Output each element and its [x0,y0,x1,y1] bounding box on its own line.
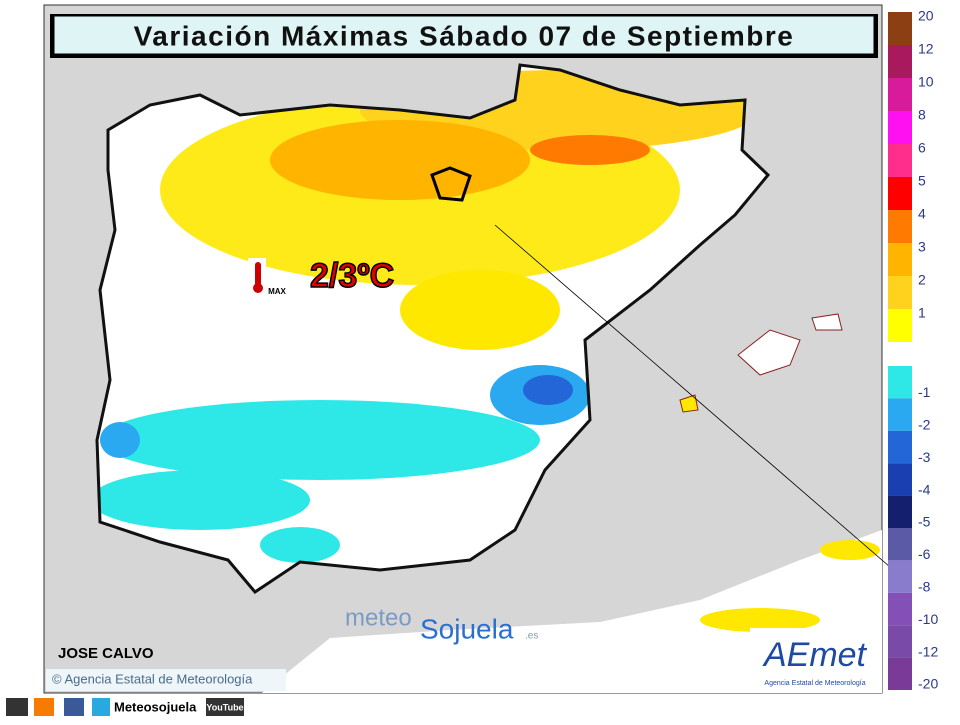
legend-swatch [888,430,912,464]
legend-label: 4 [918,206,926,222]
legend-swatch [888,45,912,78]
legend-label: 10 [918,74,934,90]
legend-label: 12 [918,41,934,57]
legend-label: 1 [918,305,926,321]
legend-swatch [888,657,912,690]
thermometer [255,262,261,286]
anomaly-patch [700,608,820,632]
watermark: Sojuela [420,613,514,644]
footer-handle[interactable]: Meteosojuela [114,699,197,714]
legend-swatch [888,463,912,496]
legend-swatch [888,144,912,177]
legend-label: 2 [918,272,926,288]
copyright: © Agencia Estatal de Meteorología [52,671,253,686]
anomaly-patch [820,540,880,560]
legend-label: -12 [918,643,938,659]
legend-label: -4 [918,481,931,497]
la-rioja [430,166,472,202]
watermark: .es [525,631,538,642]
watermark: meteo [345,604,412,631]
anomaly-field [97,70,760,563]
legend-swatch [888,111,912,144]
legend-swatch [888,398,912,431]
legend-label: 20 [918,8,934,24]
legend-label: 8 [918,107,926,123]
legend-label: 6 [918,140,926,156]
legend-swatch [888,276,912,309]
island [679,394,699,413]
youtube-icon[interactable] [206,698,244,716]
legend-label: -5 [918,514,931,530]
title: Variación Máximas Sábado 07 de Septiembr… [134,20,795,51]
legend-swatch [888,78,912,111]
logo-box [750,628,880,690]
legend-swatch [888,177,912,210]
blogger-icon[interactable] [34,698,54,716]
legend-label: -8 [918,579,931,595]
twitter-icon[interactable] [92,698,110,716]
title-box [53,15,875,55]
author: JOSE CALVO [58,645,154,662]
legend-swatch [888,495,912,528]
thermometer-bulb [253,283,263,293]
legend-swatch [888,210,912,243]
legend-label: -20 [918,676,938,692]
icon-label: MAX [268,287,286,296]
legend: 20 12 10 8 6 5 4 3 2 1 -1 -2 -3 -4 -5 -6 -8 -10 -12 -20 [888,8,938,692]
logo: AEmet [762,636,868,674]
legend-swatch [888,592,912,626]
legend-label: -6 [918,546,931,562]
logo-subtitle: Agencia Estatal de Meteorología [764,680,865,687]
island [737,329,801,376]
legend-swatch [888,12,912,45]
legend-label: -10 [918,611,938,627]
youtube-label[interactable]: YouTube [206,702,243,712]
legend-swatch [888,560,912,593]
facebook-icon[interactable] [64,698,84,716]
legend-label: 3 [918,239,926,255]
legend-swatch [888,309,912,342]
annotation: 2/3ºC [310,257,394,295]
island [811,313,843,331]
legend-label: 5 [918,173,926,189]
legend-swatch [888,366,912,399]
legend-label: -2 [918,417,931,433]
leader-line [494,224,906,581]
instagram-icon[interactable] [6,698,28,716]
legend-swatch [888,528,912,561]
legend-label: -1 [918,384,931,400]
copyright-box [46,669,286,691]
africa [262,530,882,693]
legend-swatch [888,243,912,276]
legend-swatch [888,625,912,658]
legend-label: -3 [918,449,931,465]
coastline [95,63,771,594]
